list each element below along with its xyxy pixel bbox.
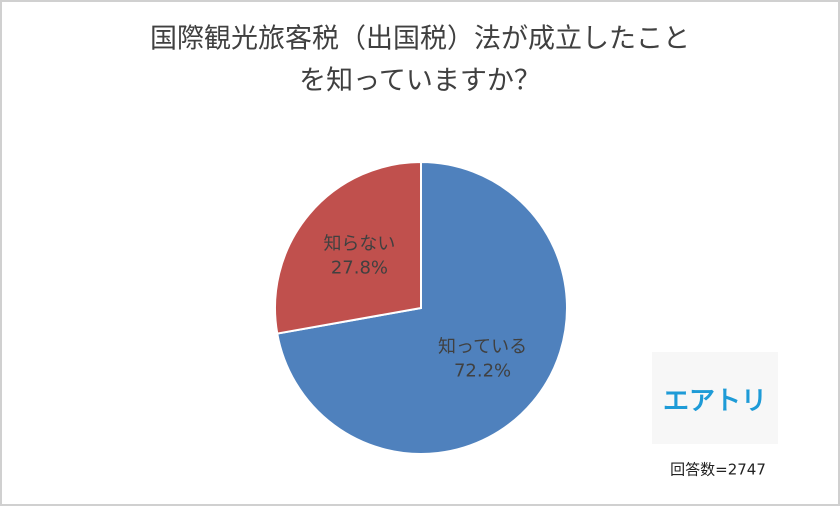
logo-box bbox=[652, 352, 778, 444]
value-label: 72.2% bbox=[454, 361, 511, 382]
logo: エアトリ bbox=[663, 387, 767, 417]
value-label: 27.8% bbox=[331, 257, 388, 278]
pie-slice bbox=[276, 160, 568, 455]
note: 回答数=2747 bbox=[670, 461, 766, 479]
slice-label: 知らない bbox=[323, 233, 395, 254]
pie-slice bbox=[274, 160, 422, 335]
slice-label: 知っている bbox=[438, 337, 527, 358]
chart-title: 国際観光旅客税（出国税）法が成立したこと bbox=[150, 24, 690, 55]
chart-title: を知っていますか？ bbox=[299, 66, 541, 97]
